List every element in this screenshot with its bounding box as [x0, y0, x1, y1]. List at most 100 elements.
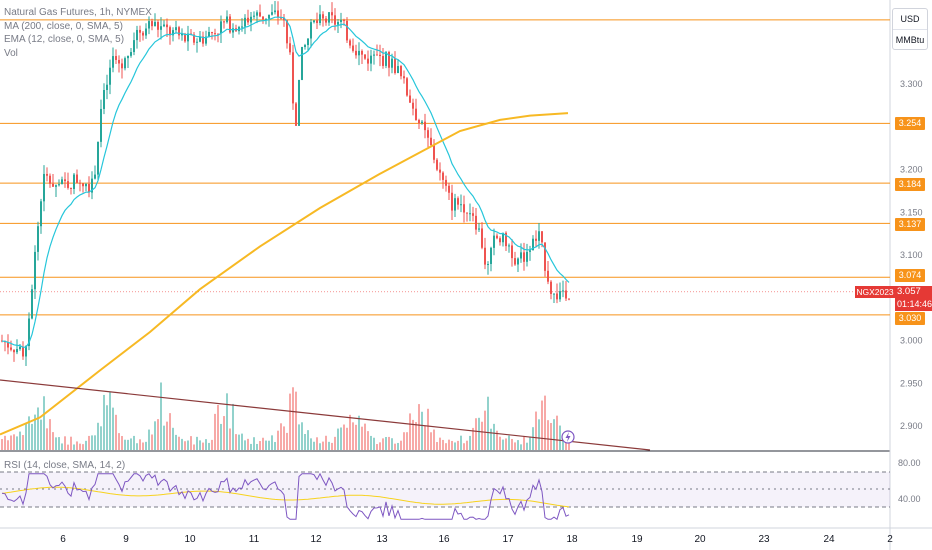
volume-bar: [457, 440, 459, 450]
volume-bar: [244, 440, 246, 450]
volume-bar: [397, 442, 399, 450]
candle-body: [223, 21, 225, 23]
candle-body: [142, 32, 144, 36]
candle-body: [28, 318, 30, 347]
candle-body: [118, 59, 120, 64]
time-tick-label: 16: [438, 534, 450, 545]
candle-body: [418, 119, 420, 124]
candle-body: [454, 198, 456, 211]
candle-body: [328, 12, 330, 23]
candle-body: [127, 55, 129, 59]
candle-body: [250, 16, 252, 23]
candle-body: [40, 201, 42, 227]
volume-bar: [352, 422, 354, 450]
volume-bar: [514, 442, 516, 450]
volume-bar: [175, 434, 177, 450]
volume-bar: [142, 442, 144, 450]
candle-body: [145, 28, 147, 36]
time-tick-label: 9: [123, 534, 129, 545]
volume-bar: [394, 443, 396, 450]
candle-body: [511, 245, 513, 259]
volume-bar: [1, 439, 3, 450]
candle-body: [100, 108, 102, 142]
volume-bar: [358, 415, 360, 450]
candle-body: [358, 50, 360, 56]
vol-legend[interactable]: Vol: [4, 47, 18, 59]
time-tick-label: 17: [502, 534, 514, 545]
volume-bar: [127, 439, 129, 450]
candle-body: [496, 235, 498, 239]
candle-body: [34, 251, 36, 290]
candle-body: [19, 346, 21, 350]
candle-body: [406, 78, 408, 96]
trendline: [0, 379, 651, 451]
volume-bar: [16, 436, 18, 450]
volume-bar: [553, 419, 555, 450]
candle-body: [58, 184, 60, 186]
volume-bar: [25, 423, 27, 450]
volume-bar: [382, 438, 384, 450]
volume-bar: [424, 425, 426, 450]
candle-body: [175, 27, 177, 31]
volume-bar: [361, 426, 363, 450]
currency-selector[interactable]: USD MMBtu: [892, 8, 928, 50]
candle-body: [349, 40, 351, 46]
volume-bar: [208, 442, 210, 450]
volume-bar: [139, 439, 141, 450]
volume-bar: [340, 427, 342, 450]
volume-bar: [298, 424, 300, 450]
volume-bar: [385, 437, 387, 450]
candle-body: [367, 58, 369, 64]
volume-bar: [217, 404, 219, 450]
volume-bar: [82, 444, 84, 450]
volume-bar: [91, 435, 93, 450]
candle-body: [532, 238, 534, 251]
ema-legend[interactable]: EMA (12, close, 0, SMA, 5): [4, 34, 125, 45]
candle-body: [487, 263, 489, 265]
volume-bar: [556, 415, 558, 450]
candle-body: [109, 67, 111, 85]
candle-body: [505, 232, 507, 247]
candle-body: [541, 231, 543, 243]
chart-legend: Natural Gas Futures, 1h, NYMEX MA (200, …: [4, 6, 152, 60]
candle-body: [169, 27, 171, 36]
volume-bar: [388, 436, 390, 450]
volume-bar: [418, 404, 420, 450]
price-tick-label: 3.200: [900, 165, 923, 175]
volume-bar: [187, 440, 189, 450]
volume-bar: [391, 438, 393, 450]
symbol-title[interactable]: Natural Gas Futures, 1h, NYMEX: [4, 7, 152, 18]
candle-body: [472, 213, 474, 216]
volume-bar: [94, 435, 96, 450]
volume-bar: [451, 440, 453, 450]
candle-body: [355, 50, 357, 56]
rsi-legend[interactable]: RSI (14, close, SMA, 14, 2): [4, 460, 126, 471]
time-tick-label: 20: [694, 534, 706, 545]
candle-body: [166, 24, 168, 28]
candle-body: [520, 252, 522, 259]
candle-body: [538, 231, 540, 241]
volume-bar: [148, 429, 150, 450]
candle-body: [535, 238, 537, 241]
volume-bar: [412, 419, 414, 450]
volume-bar: [526, 442, 528, 450]
volume-bar: [307, 430, 309, 450]
volume-bar: [559, 425, 561, 450]
rsi-line: [1, 472, 570, 521]
volume-bar: [544, 395, 546, 450]
candle-body: [76, 174, 78, 183]
ma-legend[interactable]: MA (200, close, 0, SMA, 5): [4, 20, 123, 32]
candle-body: [445, 179, 447, 186]
candle-body: [31, 289, 33, 319]
candle-body: [232, 28, 234, 33]
volume-bar: [106, 405, 108, 450]
candle-body: [337, 22, 339, 25]
volume-bar: [76, 441, 78, 450]
candle-body: [559, 291, 561, 300]
candle-body: [124, 58, 126, 69]
volume-bar: [286, 432, 288, 450]
volume-bar: [436, 442, 438, 450]
volume-bar: [262, 437, 264, 450]
volume-bar: [133, 435, 135, 450]
